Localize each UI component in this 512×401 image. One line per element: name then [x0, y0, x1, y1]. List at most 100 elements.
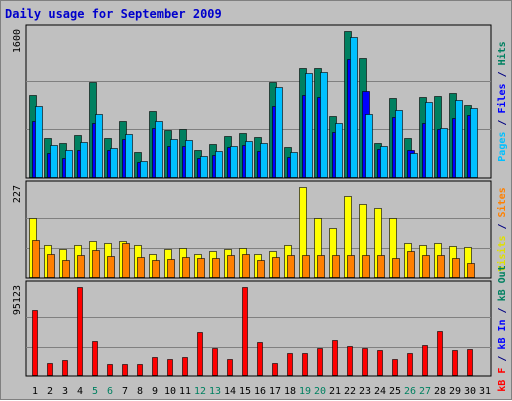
bar-pages: [185, 140, 193, 178]
x-tick-label: 29: [449, 386, 461, 397]
bar-sites: [392, 258, 400, 278]
bar-pages: [170, 139, 178, 178]
x-tick-label: 9: [152, 386, 158, 397]
bar-kb-f: [107, 364, 113, 376]
bar-kb-f: [32, 310, 38, 376]
bar-kb-f: [452, 350, 458, 376]
legend-part: /: [497, 301, 508, 319]
bar-pages: [230, 146, 238, 178]
bar-pages: [320, 72, 328, 178]
bar-pages: [425, 102, 433, 178]
x-tick-label: 6: [107, 386, 113, 397]
legend-part: kB In: [497, 319, 508, 349]
x-tick-label: 25: [389, 386, 401, 397]
x-tick-label: 24: [374, 386, 386, 397]
legend-part: Files: [496, 83, 508, 113]
bar-pages: [155, 121, 163, 178]
x-tick-label: 30: [464, 386, 476, 397]
bar-pages: [140, 161, 148, 178]
bar-sites: [167, 259, 175, 278]
bar-pages: [215, 151, 223, 178]
x-tick-label: 22: [344, 386, 356, 397]
legend-part: Sites: [496, 187, 508, 217]
bar-sites: [452, 258, 460, 278]
x-tick-label: 10: [164, 386, 176, 397]
bar-sites: [332, 255, 340, 278]
bar-sites: [347, 255, 355, 278]
x-tick-label: 19: [299, 386, 311, 397]
legend-part: Pages: [497, 132, 508, 162]
bar-kb-f: [467, 349, 473, 376]
x-tick-label: 26: [404, 386, 416, 397]
bar-sites: [152, 260, 160, 278]
legend-part: /: [497, 350, 508, 368]
bar-sites: [467, 263, 475, 278]
x-tick-label: 20: [314, 386, 326, 397]
bar-sites: [287, 255, 295, 278]
bar-pages: [200, 156, 208, 178]
bar-sites: [317, 255, 325, 278]
bar-pages: [470, 108, 478, 178]
x-tick-label: 12: [194, 386, 206, 397]
bar-sites: [77, 255, 85, 278]
bar-sites: [212, 258, 220, 278]
bar-kb-f: [287, 353, 293, 376]
series-legend: Pages / Files / Hits: [496, 41, 508, 161]
bar-kb-f: [272, 363, 278, 376]
bar-kb-f: [437, 331, 443, 376]
bar-kb-f: [362, 348, 368, 376]
bar-pages: [410, 153, 418, 178]
x-tick-label: 7: [122, 386, 128, 397]
bar-kb-f: [137, 364, 143, 376]
bar-sites: [272, 257, 280, 278]
bar-sites: [362, 255, 370, 278]
bar-kb-f: [92, 341, 98, 376]
bar-sites: [422, 255, 430, 278]
legend-part: Hits: [496, 41, 508, 65]
bar-sites: [242, 254, 250, 278]
bar-pages: [455, 100, 463, 178]
legend-part: kB F: [497, 368, 508, 392]
bar-pages: [380, 146, 388, 178]
bar-sites: [182, 257, 190, 278]
bar-kb-f: [317, 348, 323, 376]
bar-sites: [257, 260, 265, 278]
x-tick-label: 23: [359, 386, 371, 397]
bar-kb-f: [422, 345, 428, 376]
bar-kb-f: [182, 357, 188, 376]
bar-kb-f: [347, 346, 353, 376]
x-tick-label: 28: [434, 386, 446, 397]
bar-sites: [92, 250, 100, 278]
y-max-label: 95123: [12, 285, 23, 315]
y-max-label: 227: [12, 185, 23, 203]
x-tick-label: 4: [77, 386, 83, 397]
legend-part: Visits: [496, 236, 508, 272]
x-tick-label: 11: [179, 386, 191, 397]
bar-pages: [335, 123, 343, 178]
bar-pages: [245, 141, 253, 178]
bar-kb-f: [152, 357, 158, 376]
bar-pages: [275, 87, 283, 178]
bar-pages: [260, 143, 268, 178]
bar-kb-f: [257, 342, 263, 376]
bar-kb-f: [302, 353, 308, 376]
x-tick-label: 27: [419, 386, 431, 397]
bar-pages: [290, 152, 298, 178]
bar-kb-f: [167, 359, 173, 376]
bar-pages: [35, 106, 43, 178]
bar-sites: [47, 254, 55, 278]
bar-sites: [107, 256, 115, 278]
bar-sites: [302, 255, 310, 278]
bar-kb-f: [332, 340, 338, 376]
x-tick-label: 3: [62, 386, 68, 397]
bar-pages: [305, 73, 313, 178]
bar-pages: [365, 114, 373, 178]
x-tick-label: 13: [209, 386, 221, 397]
bar-pages: [80, 142, 88, 178]
bar-pages: [65, 150, 73, 178]
bar-pages: [125, 134, 133, 178]
bar-pages: [50, 145, 58, 178]
bar-kb-f: [407, 353, 413, 376]
x-tick-label: 14: [224, 386, 236, 397]
